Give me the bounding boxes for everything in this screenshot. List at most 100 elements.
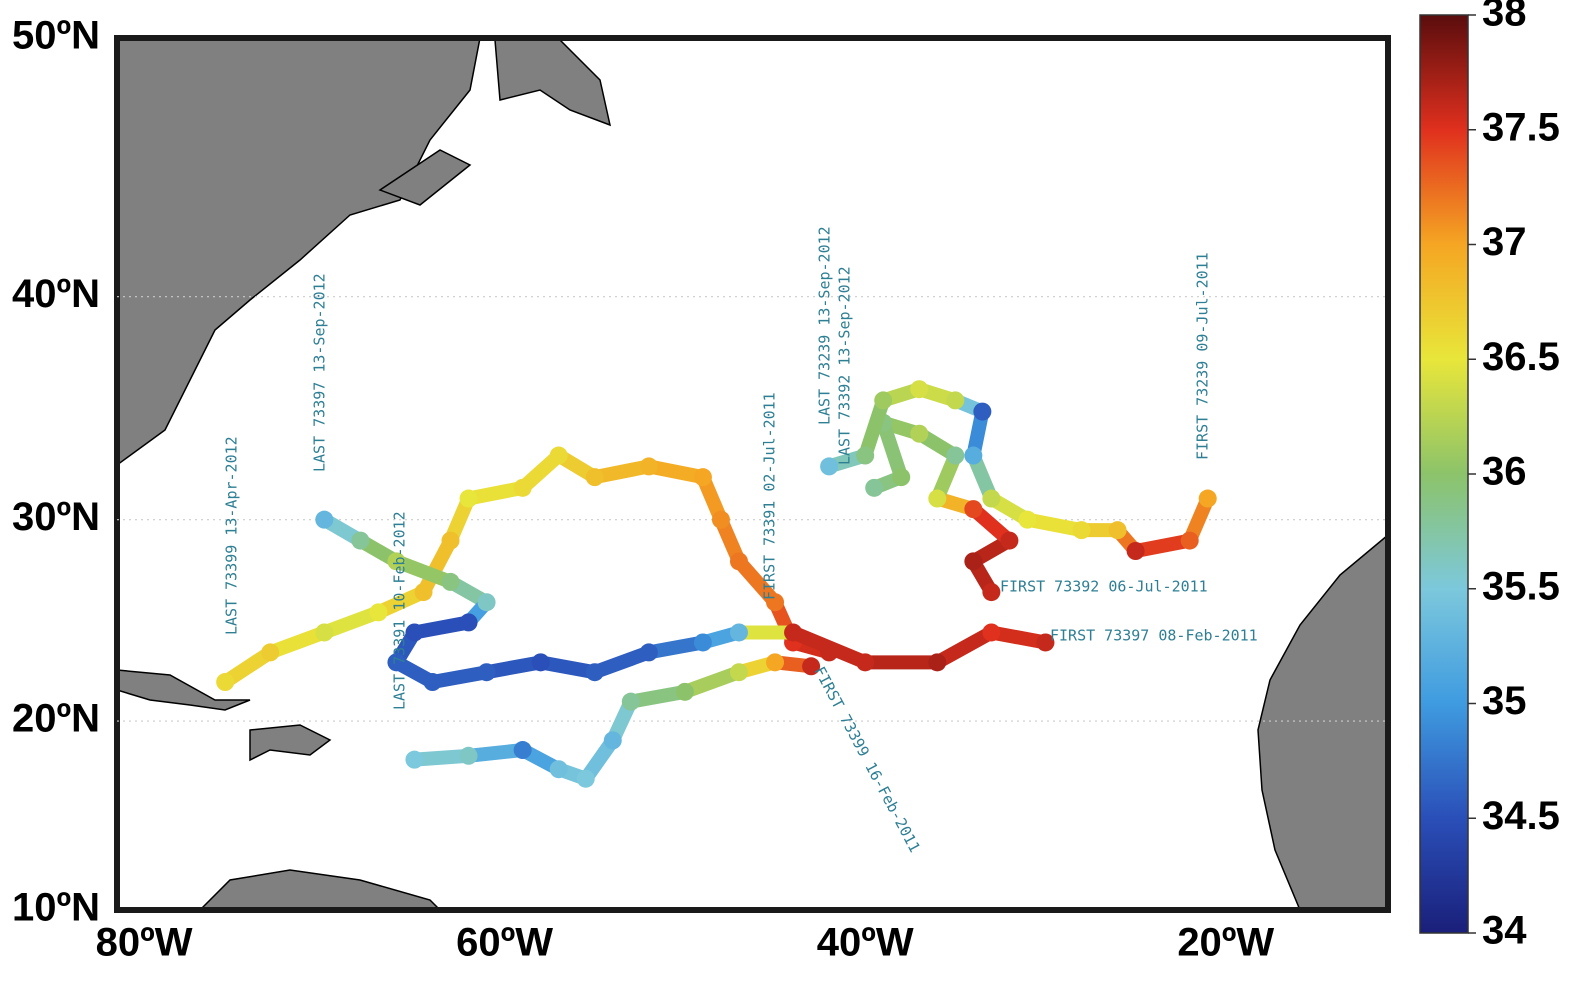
colorbar — [1419, 14, 1469, 934]
salinity-point — [459, 489, 478, 508]
salinity-point — [387, 552, 406, 571]
salinity-point — [387, 653, 406, 672]
track-annotation: LAST 73397 13-Sep-2012 — [311, 273, 329, 472]
nova-scotia — [378, 149, 472, 206]
salinity-point — [1036, 633, 1055, 652]
salinity-point — [729, 552, 748, 571]
salinity-point — [531, 653, 550, 672]
south-america — [198, 869, 442, 910]
salinity-point — [892, 468, 911, 487]
track-segment — [623, 684, 692, 709]
track-segment — [587, 645, 656, 680]
salinity-point — [693, 633, 712, 652]
salinity-point — [459, 746, 478, 765]
track-segment — [731, 554, 783, 610]
track-segment — [317, 605, 386, 640]
track-annotation: FIRST 73399 16-Feb-2011 — [810, 664, 923, 856]
salinity-point — [928, 653, 947, 672]
salinity-point — [441, 531, 460, 550]
track-segment — [389, 554, 458, 589]
colorbar-tick-label: 34 — [1482, 909, 1527, 953]
track-segment — [984, 625, 1053, 650]
salinity-point — [973, 402, 992, 421]
salinity-point — [369, 603, 388, 622]
salinity-point — [576, 769, 595, 788]
track-segment — [858, 393, 891, 463]
track-segment — [407, 615, 476, 640]
salinity-point — [693, 468, 712, 487]
salinity-point — [351, 531, 370, 550]
salinity-point — [1000, 531, 1019, 550]
x-tick-label: 20ºW — [1177, 921, 1274, 965]
track-annotation: LAST 73392 13-Sep-2012 — [836, 266, 854, 465]
salinity-point — [802, 657, 821, 676]
salinity-point — [585, 663, 604, 682]
track-segment — [876, 415, 909, 485]
salinity-point — [639, 643, 658, 662]
salinity-point — [874, 391, 893, 410]
salinity-point — [675, 682, 694, 701]
track-segment — [479, 655, 548, 680]
x-tick-label: 40ºW — [817, 921, 914, 965]
salinity-point — [1198, 489, 1217, 508]
salinity-point — [910, 380, 929, 399]
north-america — [117, 38, 481, 466]
salinity-point — [982, 623, 1001, 642]
y-tick-label: 50ºN — [12, 14, 100, 58]
track-annotation: LAST 73399 13-Apr-2012 — [223, 436, 241, 635]
salinity-point — [1108, 521, 1127, 540]
track-segment — [263, 625, 332, 660]
track-segment — [461, 743, 530, 763]
salinity-point — [639, 457, 658, 476]
track-segment — [786, 625, 873, 670]
salinity-point — [549, 446, 568, 465]
salinity-point — [513, 478, 532, 497]
track-segment — [533, 655, 602, 680]
track-segment — [930, 625, 999, 670]
salinity-point — [982, 489, 1001, 508]
track-annotation: FIRST 73391 02-Jul-2011 — [761, 392, 779, 600]
salinity-point — [729, 623, 748, 642]
colorbar-tick-label: 36.5 — [1482, 335, 1560, 379]
newfoundland — [494, 39, 612, 127]
salinity-point — [441, 572, 460, 591]
salinity-point — [946, 391, 965, 410]
track-segment — [1020, 512, 1089, 538]
salinity-point — [315, 623, 334, 642]
colorbar-tick-label: 35 — [1482, 679, 1527, 723]
salinity-point — [982, 583, 1001, 602]
colorbar-tick-label: 35.5 — [1482, 564, 1560, 608]
salinity-point — [1180, 531, 1199, 550]
salinity-point — [1018, 510, 1037, 529]
colorbar-tick-label: 37 — [1482, 220, 1527, 264]
salinity-point — [585, 468, 604, 487]
colorbar-tick-label: 38 — [1482, 0, 1527, 35]
salinity-point — [216, 673, 235, 692]
salinity-point — [820, 457, 839, 476]
salinity-point — [1072, 521, 1091, 540]
track-annotation: LAST 73391 10-Feb-2012 — [391, 511, 409, 710]
colorbar-tick-label: 37.5 — [1482, 105, 1560, 149]
track-segment — [461, 480, 530, 506]
tracks — [216, 380, 1217, 788]
salinity-point — [928, 489, 947, 508]
salinity-point — [477, 663, 496, 682]
y-tick-label: 20ºN — [12, 697, 100, 741]
salinity-point — [711, 510, 730, 529]
salinity-point — [603, 731, 622, 750]
colorbar-tick-label: 36 — [1482, 450, 1527, 494]
salinity-point — [856, 653, 875, 672]
salinity-point — [964, 500, 983, 519]
track-segment — [407, 748, 476, 767]
africa — [1257, 534, 1388, 910]
salinity-point — [477, 593, 496, 612]
salinity-point — [423, 673, 442, 692]
salinity-point — [315, 510, 334, 529]
salinity-point — [261, 643, 280, 662]
y-tick-label: 40ºN — [12, 272, 100, 316]
salinity-point — [729, 663, 748, 682]
salinity-point — [621, 692, 640, 711]
track-annotation: FIRST 73392 06-Jul-2011 — [1000, 578, 1208, 596]
track-annotation: FIRST 73239 09-Jul-2011 — [1194, 252, 1212, 460]
